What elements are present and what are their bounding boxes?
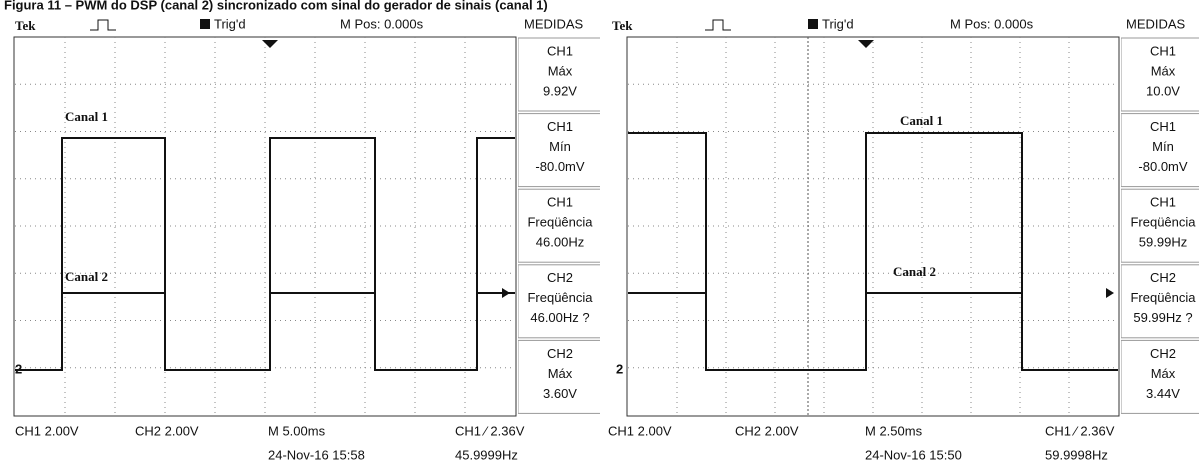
ch2-waveform bbox=[15, 293, 515, 370]
measurement-label: Máx bbox=[1151, 366, 1176, 381]
trigger-position-marker bbox=[262, 40, 278, 48]
measurement-label: Freqüência bbox=[1130, 215, 1196, 230]
trigger-level: CH1 ⁄ 2.36V bbox=[455, 423, 525, 438]
date-time: 24-Nov-16 15:50 bbox=[865, 447, 962, 462]
measurement-channel: CH1 bbox=[1150, 119, 1176, 134]
trigger-level-marker bbox=[1106, 288, 1114, 298]
trigger-status: Trig'd bbox=[214, 16, 246, 31]
measurement-label: Mín bbox=[1152, 139, 1174, 154]
trigger-frequency: 45.9999Hz bbox=[455, 447, 518, 462]
brand: Tek bbox=[612, 18, 633, 33]
measurement-value: 59.99Hz bbox=[1139, 235, 1187, 250]
timebase: M 2.50ms bbox=[865, 423, 923, 438]
horizontal-position: M Pos: 0.000s bbox=[950, 16, 1034, 31]
ch1-scale: CH1 2.00V bbox=[608, 423, 672, 438]
ch1-scale: CH1 2.00V bbox=[15, 423, 79, 438]
measurement-label: Mín bbox=[549, 139, 571, 154]
menu-title: MEDIDAS bbox=[524, 16, 584, 31]
measurement-panel: CH1 Máx 9.92V CH1 Mín -80.0mV CH1 Freqüência 46.… bbox=[518, 38, 602, 413]
measurement-channel: CH2 bbox=[1150, 270, 1176, 285]
ground-marker: 2 bbox=[15, 361, 22, 376]
measurement-value: 46.00Hz bbox=[536, 235, 584, 250]
measurement-channel: CH1 bbox=[547, 119, 573, 134]
measurement-value: -80.0mV bbox=[1138, 159, 1187, 174]
trigger-icon bbox=[705, 20, 731, 30]
channel-label: Canal 2 bbox=[65, 269, 108, 284]
ch1-waveform bbox=[628, 133, 1118, 370]
measurement-label: Freqüência bbox=[527, 290, 593, 305]
measurement-label: Máx bbox=[1151, 63, 1176, 78]
measurement-channel: CH1 bbox=[547, 195, 573, 210]
measurement-label: Freqüência bbox=[527, 215, 593, 230]
measurement-value: 46.00Hz ? bbox=[530, 310, 589, 325]
channel-label: Canal 1 bbox=[65, 109, 108, 124]
horizontal-position: M Pos: 0.000s bbox=[340, 16, 424, 31]
measurement-value: 9.92V bbox=[543, 83, 577, 98]
figure-title: Figura 11 – PWM do DSP (canal 2) sincron… bbox=[4, 0, 548, 12]
measurement-panel: CH1 Máx 10.0V CH1 Mín -80.0mV CH1 Freqüência 59.… bbox=[1121, 38, 1199, 413]
measurement-channel: CH2 bbox=[547, 346, 573, 361]
trigger-status-icon bbox=[200, 19, 210, 29]
measurement-channel: CH2 bbox=[1150, 346, 1176, 361]
ch2-scale: CH2 2.00V bbox=[735, 423, 799, 438]
timebase: M 5.00ms bbox=[268, 423, 326, 438]
measurement-label: Freqüência bbox=[1130, 290, 1196, 305]
measurement-value: -80.0mV bbox=[535, 159, 584, 174]
measurement-channel: CH1 bbox=[547, 43, 573, 58]
brand: Tek bbox=[15, 18, 36, 33]
measurement-channel: CH2 bbox=[547, 270, 573, 285]
trigger-status-icon bbox=[808, 19, 818, 29]
measurement-channel: CH1 bbox=[1150, 43, 1176, 58]
measurement-label: Máx bbox=[548, 366, 573, 381]
ch2-waveform bbox=[628, 293, 1118, 370]
menu-title: MEDIDAS bbox=[1126, 16, 1186, 31]
ground-marker: 2 bbox=[616, 361, 623, 376]
ch2-scale: CH2 2.00V bbox=[135, 423, 199, 438]
date-time: 24-Nov-16 15:58 bbox=[268, 447, 365, 462]
measurement-label: Máx bbox=[548, 63, 573, 78]
measurement-channel: CH1 bbox=[1150, 195, 1176, 210]
page: Figura 11 – PWM do DSP (canal 2) sincron… bbox=[0, 0, 1199, 468]
trigger-status: Trig'd bbox=[822, 16, 854, 31]
trigger-level: CH1 ⁄ 2.36V bbox=[1045, 423, 1115, 438]
channel-label: Canal 2 bbox=[893, 264, 936, 279]
figure: Figura 11 – PWM do DSP (canal 2) sincron… bbox=[0, 0, 1199, 468]
trigger-frequency: 59.9998Hz bbox=[1045, 447, 1108, 462]
measurement-value: 3.60V bbox=[543, 386, 577, 401]
trigger-level-marker bbox=[502, 288, 510, 298]
trigger-icon bbox=[90, 20, 116, 30]
measurement-value: 3.44V bbox=[1146, 386, 1180, 401]
measurement-value: 10.0V bbox=[1146, 83, 1180, 98]
trigger-position-marker bbox=[858, 40, 874, 48]
channel-label: Canal 1 bbox=[900, 113, 943, 128]
measurement-value: 59.99Hz ? bbox=[1133, 310, 1192, 325]
